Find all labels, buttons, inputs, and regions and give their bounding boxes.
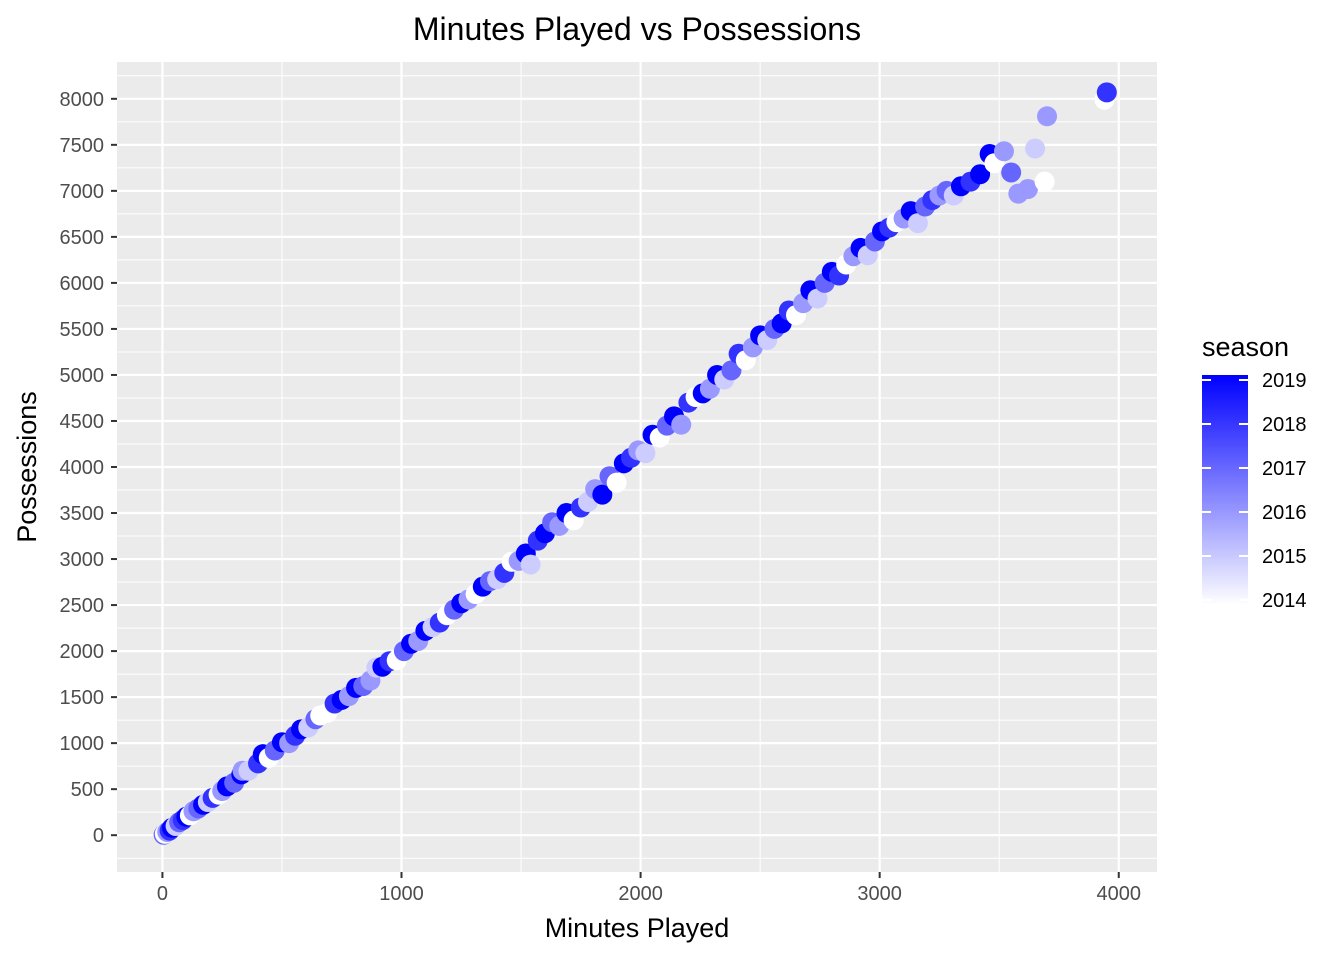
y-tick-label: 3000 — [60, 549, 105, 571]
y-tick-label: 0 — [93, 825, 104, 847]
y-axis-title: Possessions — [12, 391, 42, 543]
legend-label: 2017 — [1262, 458, 1307, 480]
y-tick-label: 5000 — [60, 365, 105, 387]
data-point — [671, 414, 692, 435]
y-tick-label: 1500 — [60, 687, 105, 709]
data-point — [721, 360, 742, 381]
y-tick-label: 3500 — [60, 503, 105, 525]
data-point — [993, 141, 1014, 162]
x-tick-label: 4000 — [1096, 883, 1141, 905]
x-axis-ticks: 0 1000 2000 3000 4000 — [157, 872, 1141, 905]
legend-ticks: 2014 2015 2016 2017 2018 2019 — [1202, 370, 1307, 612]
data-point — [907, 213, 928, 234]
data-point — [520, 554, 541, 575]
data-point — [1017, 179, 1038, 200]
x-tick-label: 3000 — [857, 883, 902, 905]
legend-colorbar — [1202, 375, 1248, 605]
y-tick-label: 6000 — [60, 273, 105, 295]
legend-title: season — [1202, 332, 1289, 362]
data-point — [1001, 162, 1022, 183]
x-tick-label: 1000 — [379, 883, 424, 905]
y-tick-label: 5500 — [60, 319, 105, 341]
y-tick-label: 500 — [71, 779, 104, 801]
y-tick-label: 6500 — [60, 227, 105, 249]
legend-label: 2016 — [1262, 502, 1307, 524]
data-point — [606, 472, 627, 493]
legend-label: 2018 — [1262, 414, 1307, 436]
x-axis-title: Minutes Played — [545, 913, 730, 943]
data-point — [592, 484, 613, 505]
data-point — [635, 443, 656, 464]
data-point — [1034, 171, 1055, 192]
y-axis-ticks: 0 500 1000 1500 2000 2500 3000 3500 4000 4500 5000… — [60, 89, 117, 847]
legend-label: 2019 — [1262, 370, 1307, 392]
grid-lines — [117, 62, 1157, 872]
data-point — [807, 288, 828, 309]
data-point — [1096, 82, 1117, 103]
data-point — [1025, 138, 1046, 159]
chart-title: Minutes Played vs Possessions — [413, 11, 861, 47]
y-tick-label: 8000 — [60, 89, 105, 111]
legend-label: 2015 — [1262, 546, 1307, 568]
data-points — [153, 82, 1117, 845]
data-point — [970, 164, 991, 185]
legend-label: 2014 — [1262, 590, 1307, 612]
x-tick-label: 2000 — [618, 883, 663, 905]
y-tick-label: 1000 — [60, 733, 105, 755]
x-tick-label: 0 — [157, 883, 168, 905]
y-tick-label: 2500 — [60, 595, 105, 617]
data-point — [1037, 106, 1058, 127]
y-tick-label: 2000 — [60, 641, 105, 663]
y-tick-label: 7500 — [60, 135, 105, 157]
y-tick-label: 7000 — [60, 181, 105, 203]
y-tick-label: 4000 — [60, 457, 105, 479]
y-tick-label: 4500 — [60, 411, 105, 433]
legend: season 2014 2015 2016 2017 2018 2019 — [1202, 332, 1307, 612]
